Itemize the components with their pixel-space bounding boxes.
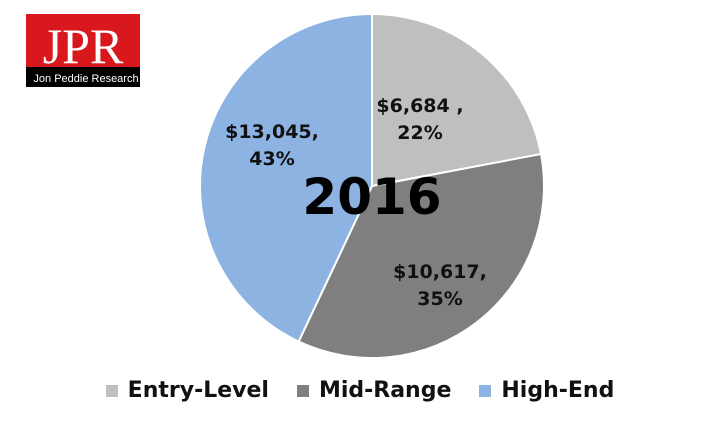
percent-label: 22% (397, 122, 442, 144)
legend-item: Entry-Level (105, 378, 269, 403)
legend-label: Entry-Level (127, 378, 269, 403)
legend-item: High-End (479, 378, 614, 403)
pie-slice-entry-level (371, 12, 543, 188)
legend-swatch (479, 384, 492, 397)
percent-label: 43% (249, 148, 294, 170)
chart-title: 2016 (302, 168, 441, 226)
legend: Entry-Level Mid-Range High-End (0, 378, 720, 403)
legend-label: Mid-Range (318, 378, 452, 403)
value-label: $6,684 , (376, 95, 463, 117)
percent-label: 35% (417, 288, 462, 310)
svg-text:Jon Peddie Research: Jon Peddie Research (33, 73, 138, 85)
legend-swatch (296, 384, 309, 397)
pie-slice-mid-range (297, 152, 545, 359)
pie-slice-high-end (199, 12, 373, 343)
value-label: $13,045, (225, 121, 319, 143)
legend-swatch (105, 384, 118, 397)
jpr-logo: JPR Jon Peddie Research (26, 14, 140, 87)
svg-text:JPR: JPR (43, 18, 124, 74)
legend-item: Mid-Range (296, 378, 452, 403)
value-label: $10,617, (393, 261, 487, 283)
legend-label: High-End (501, 378, 615, 403)
